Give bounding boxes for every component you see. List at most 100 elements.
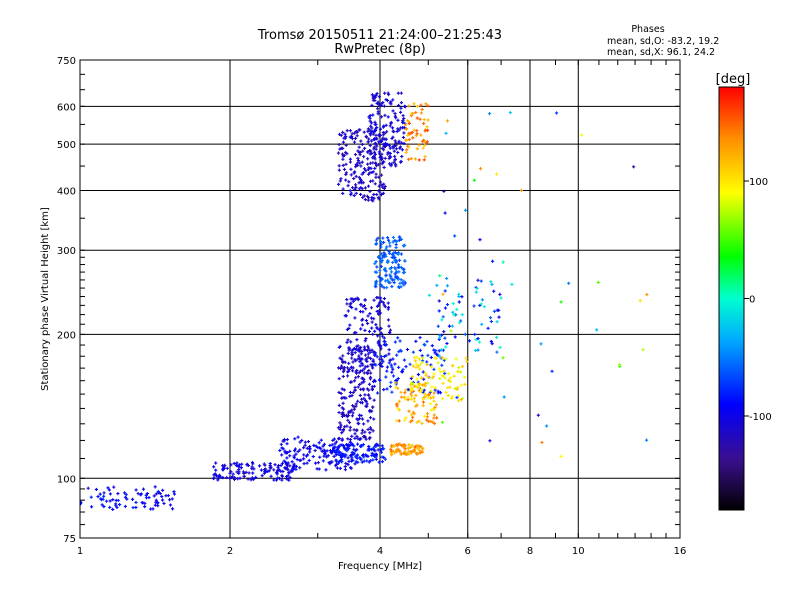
data-point	[427, 396, 431, 400]
data-point	[330, 448, 335, 453]
data-point	[363, 353, 368, 357]
data-point	[540, 440, 544, 445]
data-point	[459, 398, 463, 402]
data-point	[475, 286, 479, 291]
data-point	[263, 470, 267, 474]
data-point	[397, 365, 401, 369]
data-point	[375, 296, 379, 300]
data-point	[337, 410, 341, 415]
data-point	[379, 296, 383, 300]
data-point	[162, 501, 166, 506]
data-point	[394, 275, 398, 280]
data-point	[386, 278, 390, 282]
data-point	[350, 442, 354, 446]
data-point	[108, 499, 112, 503]
data-point	[344, 143, 348, 147]
data-point	[374, 323, 378, 327]
data-point	[337, 142, 341, 147]
data-point	[399, 126, 403, 130]
data-point	[341, 444, 346, 448]
data-point	[339, 146, 344, 150]
data-point	[476, 278, 480, 282]
data-point	[287, 470, 291, 475]
data-point	[441, 381, 445, 385]
data-point	[456, 399, 461, 403]
data-point	[443, 306, 448, 310]
data-point	[457, 292, 461, 296]
data-point	[316, 461, 320, 465]
data-point	[476, 337, 480, 341]
data-point	[373, 120, 377, 124]
data-point	[489, 339, 493, 344]
data-point	[422, 118, 426, 122]
data-point	[291, 468, 295, 472]
data-point	[294, 464, 299, 469]
data-point	[432, 399, 436, 403]
x-tick-label: 8	[527, 546, 533, 557]
data-point	[341, 427, 346, 432]
data-point	[359, 303, 363, 307]
data-point	[453, 335, 457, 339]
data-point	[402, 267, 406, 271]
data-point	[322, 454, 326, 458]
data-point	[539, 342, 543, 346]
data-point	[632, 165, 636, 169]
data-point	[145, 491, 149, 496]
data-point	[366, 162, 370, 166]
data-point	[366, 184, 371, 188]
data-point	[336, 449, 340, 453]
data-point	[322, 442, 326, 446]
data-point	[340, 406, 344, 410]
data-point	[268, 462, 272, 466]
data-point	[280, 453, 284, 457]
data-point	[362, 345, 366, 349]
data-point	[462, 375, 467, 379]
data-point	[362, 146, 367, 150]
data-point	[330, 451, 334, 455]
data-point	[377, 140, 381, 144]
data-point	[305, 453, 310, 457]
data-point	[380, 183, 384, 187]
data-point	[382, 268, 387, 272]
data-point	[354, 404, 358, 408]
data-point	[130, 497, 135, 501]
data-point	[421, 397, 425, 401]
data-point	[410, 415, 415, 419]
chart-subtitle: RwPretec (8p)	[334, 42, 425, 57]
data-point	[346, 446, 350, 450]
data-point	[405, 148, 409, 152]
data-point	[371, 429, 375, 433]
data-point	[441, 373, 445, 378]
data-point	[391, 109, 395, 113]
data-point	[373, 141, 377, 145]
data-point	[395, 449, 399, 453]
data-point	[385, 245, 389, 249]
data-point	[337, 450, 341, 454]
data-point	[407, 145, 411, 149]
y-tick-label: 300	[57, 246, 76, 257]
data-point	[490, 259, 495, 263]
data-point	[143, 505, 147, 509]
data-point	[223, 463, 227, 467]
data-point	[343, 360, 347, 364]
data-point	[168, 503, 173, 507]
data-point	[445, 302, 450, 307]
data-point	[379, 157, 384, 162]
data-point	[356, 344, 360, 348]
data-point	[141, 487, 146, 491]
data-point	[360, 323, 365, 327]
data-point	[492, 309, 497, 313]
data-point	[412, 412, 416, 416]
data-point	[371, 199, 375, 203]
data-point	[373, 270, 377, 274]
data-point	[388, 251, 392, 256]
data-point	[382, 343, 386, 347]
data-point	[390, 370, 394, 374]
data-point	[373, 152, 377, 156]
data-point	[366, 355, 370, 359]
data-point	[362, 367, 366, 371]
data-point	[123, 504, 127, 509]
data-point	[402, 131, 406, 135]
data-point	[391, 235, 395, 240]
data-point	[368, 133, 373, 137]
